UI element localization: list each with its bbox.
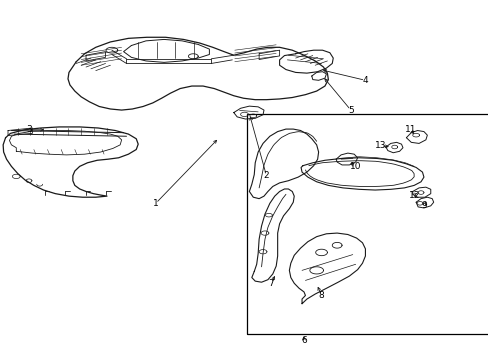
Bar <box>246 114 488 334</box>
Text: 10: 10 <box>349 162 361 171</box>
Text: 13: 13 <box>374 141 386 150</box>
Text: 8: 8 <box>318 291 324 300</box>
Text: 1: 1 <box>153 199 158 208</box>
Text: 4: 4 <box>362 76 367 85</box>
Text: 9: 9 <box>420 201 426 210</box>
Text: 3: 3 <box>26 125 32 134</box>
Text: 11: 11 <box>404 125 415 134</box>
Text: 12: 12 <box>407 190 419 199</box>
Text: 2: 2 <box>263 171 269 180</box>
Text: 5: 5 <box>347 105 353 114</box>
Text: 6: 6 <box>301 336 306 345</box>
Text: 7: 7 <box>268 279 274 288</box>
